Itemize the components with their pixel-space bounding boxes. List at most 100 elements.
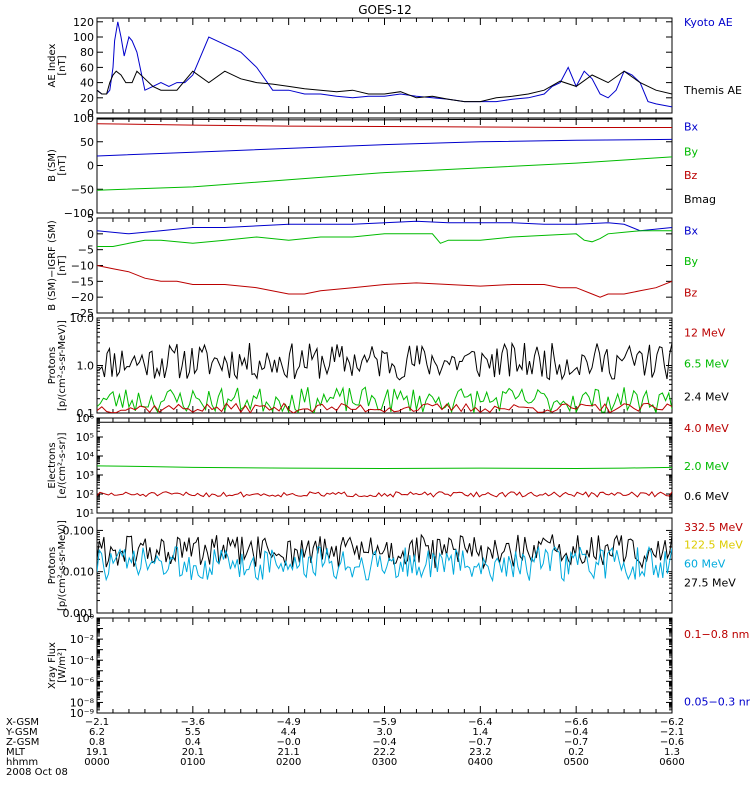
series-line [97, 220, 672, 235]
y-tick-label: 10⁶ [76, 412, 95, 425]
y-tick-label: 0 [87, 160, 94, 173]
series-line [97, 341, 672, 381]
y-tick-label: 10¹ [76, 507, 94, 520]
ephemeris-row-label: X-GSM [6, 717, 39, 728]
y-tick-label: 10² [76, 488, 94, 501]
y-axis-label: [p/(cm²-s-sr-MeV)] [57, 520, 68, 611]
ephemeris-value: 1.4 [472, 727, 488, 738]
series-group [97, 220, 672, 298]
y-tick-label: −100 [64, 207, 94, 220]
plot-title: GOES-12 [358, 3, 412, 17]
legend-entry: Bx [684, 121, 699, 134]
legend-entry: By [684, 255, 699, 268]
legend-entry: 122.5 MeV [684, 539, 743, 552]
series-line [97, 402, 672, 413]
series-line [97, 421, 672, 424]
y-axis-label: [nT] [57, 155, 68, 175]
panel-1: 0 20 40 60 80 100 120 AE Index [nT] Kyoto AE Themi… [47, 16, 742, 120]
series-line [97, 138, 672, 157]
x-axis-labels: X-GSM −2.1 −3.6 −4.9 −5.9 −6.4 −6.6 −6.2 Y-GSM 6.… [5, 717, 685, 778]
legend-entry: 2.0 MeV [684, 460, 729, 473]
y-tick-label: 10³ [76, 469, 94, 482]
panel-frame [96, 417, 673, 514]
legend-entry: Bz [684, 286, 698, 299]
series-line [97, 230, 672, 247]
ephemeris-value: 0200 [276, 757, 301, 768]
panel-2: −100 −50 0 50 100 B (SM) [nT] Bx By Bz Bmag [47, 112, 716, 220]
y-tick-label: −20 [71, 291, 94, 304]
y-tick-label: 120 [73, 16, 94, 29]
series-group [97, 533, 672, 583]
ephemeris-value: −0.4 [564, 727, 588, 738]
panel-frame [96, 617, 673, 714]
ephemeris-value: 23.2 [469, 747, 491, 758]
panel-4: 0.1 1.0 10.0 Protons [p/(cm²-s-sr-MeV)] 12 Me… [47, 312, 729, 420]
plot-date: 2008 Oct 08 [6, 767, 68, 778]
legend-entry: Kyoto AE [684, 16, 733, 29]
y-axis-label: [e/(cm²-s-sr)] [57, 432, 68, 498]
ephemeris-value: 0300 [372, 757, 397, 768]
ephemeris-value: −0.0 [277, 737, 301, 748]
ephemeris-value: 0500 [563, 757, 588, 768]
panel-frame [96, 17, 673, 114]
series-group [97, 341, 672, 413]
ephemeris-value: 0000 [84, 757, 109, 768]
ephemeris-value: −3.6 [181, 717, 205, 728]
y-axis-label: Protons [47, 547, 58, 584]
y-tick-label: 10⁵ [76, 431, 94, 444]
series-line [97, 70, 672, 103]
y-tick-label: 1.0 [77, 360, 95, 373]
legend-entry: 4.0 MeV [684, 422, 729, 435]
y-tick-label: 80 [80, 46, 94, 59]
y-tick-label: 10⁰ [76, 612, 95, 625]
series-line [97, 545, 672, 583]
y-tick-label: 100 [73, 31, 94, 44]
legend-entry: 2.4 MeV [684, 391, 729, 404]
series-line [97, 465, 672, 470]
y-tick-label: 0 [87, 228, 94, 241]
ephemeris-value: 5.5 [185, 727, 201, 738]
series-group [97, 421, 672, 498]
y-tick-label: 0.100 [63, 524, 95, 537]
ephemeris-value: 4.4 [281, 727, 297, 738]
y-tick-label: 60 [80, 61, 94, 74]
ephemeris-value: 1.3 [664, 747, 680, 758]
legend-entry: 0.05−0.3 nr [684, 696, 750, 709]
y-tick-label: 10⁻⁶ [70, 675, 95, 688]
panel-3: −25 −20 −15 −10 −5 0 5 B (SM)−IGRF (SM) [nT] Bx By… [47, 212, 699, 320]
ephemeris-value: 0600 [659, 757, 684, 768]
y-tick-label: 50 [80, 136, 94, 149]
y-tick-label: 10⁻⁴ [70, 654, 95, 667]
y-tick-label: 10⁻⁸ [70, 696, 95, 709]
series-line [97, 265, 672, 298]
series-line [97, 491, 672, 498]
ephemeris-value: −2.1 [660, 727, 684, 738]
legend-entry: Bz [684, 169, 698, 182]
y-tick-label: 10⁻⁹ [70, 707, 94, 720]
y-tick-label: −10 [71, 260, 94, 273]
y-axis-label: [nT] [57, 255, 68, 275]
ephemeris-value: −4.9 [277, 717, 301, 728]
y-axis-label: Xray Flux [47, 642, 58, 689]
ephemeris-value: 0.2 [568, 747, 584, 758]
y-tick-label: 20 [80, 92, 94, 105]
legend-entry: 0.1−0.8 nm [684, 628, 749, 641]
ephemeris-value: 20.1 [182, 747, 204, 758]
ephemeris-value: −6.4 [468, 717, 492, 728]
ephemeris-value: 3.0 [377, 727, 393, 738]
ephemeris-value: −0.4 [372, 737, 396, 748]
ephemeris-value: −2.1 [85, 717, 109, 728]
ephemeris-row-label: Y-GSM [5, 727, 38, 738]
y-tick-label: 0.1 [77, 407, 95, 420]
ephemeris-value: −0.7 [468, 737, 492, 748]
y-tick-label: 5 [87, 212, 94, 225]
ephemeris-value: 19.1 [86, 747, 108, 758]
ephemeris-value: −0.6 [660, 737, 684, 748]
ephemeris-value: 22.2 [373, 747, 395, 758]
legend-entry: 12 MeV [684, 326, 726, 339]
ephemeris-row-label: MLT [6, 747, 26, 758]
y-tick-label: 10.0 [70, 312, 95, 325]
y-tick-label: −25 [71, 307, 94, 320]
y-axis-label: B (SM) [47, 149, 58, 182]
